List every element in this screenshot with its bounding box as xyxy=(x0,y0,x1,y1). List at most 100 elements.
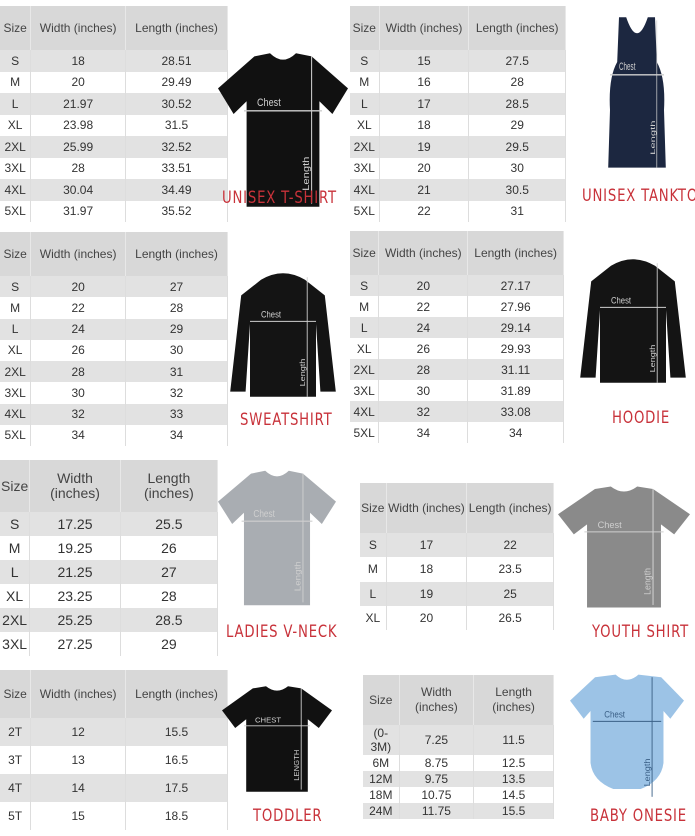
length-cell: 29.14 xyxy=(467,317,564,338)
length-cell: 27.5 xyxy=(468,50,566,72)
width-cell: 17.25 xyxy=(29,512,121,536)
size-cell: L xyxy=(360,581,387,606)
width-cell: 21.25 xyxy=(29,560,121,584)
size-cell: M xyxy=(350,296,380,317)
header-size: Size xyxy=(0,670,32,718)
size-cell: L xyxy=(0,93,32,115)
length-cell: 34.49 xyxy=(125,179,228,201)
table-row: L 24 29.14 xyxy=(350,317,564,338)
size-cell: XL xyxy=(0,584,31,608)
width-cell: 26 xyxy=(378,338,469,359)
width-cell: 19.25 xyxy=(29,536,121,560)
size-cell: XL xyxy=(350,114,380,136)
length-cell: 31 xyxy=(125,361,228,383)
size-cell: 6M xyxy=(363,755,400,771)
table-row: S 20 27 xyxy=(0,276,228,298)
table-row: 3T 13 16.5 xyxy=(0,746,228,774)
table-row: 5T 15 18.5 xyxy=(0,802,228,830)
length-cell: 34 xyxy=(467,422,564,443)
table-row: L 21.97 30.52 xyxy=(0,93,228,115)
table-row: 18M 10.75 14.5 xyxy=(363,787,554,803)
size-cell: L xyxy=(350,317,380,338)
width-cell: 28 xyxy=(30,361,127,383)
length-cell: 26 xyxy=(120,536,219,560)
width-cell: 12 xyxy=(30,718,127,746)
table-row: XL 23.25 28 xyxy=(0,584,219,608)
width-cell: 9.75 xyxy=(399,771,475,787)
width-cell: 22 xyxy=(379,200,470,222)
product-title: TODDLER xyxy=(253,806,323,826)
header-size: Size xyxy=(360,483,387,533)
width-cell: 24 xyxy=(378,317,469,338)
table-header: Size Width (inches) Length (inches) xyxy=(350,6,566,50)
header-size: Size xyxy=(0,6,32,50)
width-cell: 28 xyxy=(30,157,127,179)
width-cell: 34 xyxy=(378,422,469,443)
size-table: Size Width (inches) Length (inches) S 18 28.5… xyxy=(0,6,228,222)
length-cell: 29.93 xyxy=(467,338,564,359)
table-row: 2XL 28 31.11 xyxy=(350,359,564,380)
table-row: S 20 27.17 xyxy=(350,275,564,296)
table-row: M 22 27.96 xyxy=(350,296,564,317)
garment-shape xyxy=(558,486,690,608)
table-row: 2XL 25.99 32.52 xyxy=(0,136,228,158)
size-cell: 5XL xyxy=(0,200,32,222)
table-row: L 19 25 xyxy=(360,581,554,606)
length-cell: 30 xyxy=(125,339,228,361)
width-cell: 32 xyxy=(30,403,127,425)
header-size: Size xyxy=(350,6,380,50)
width-cell: 22 xyxy=(378,296,469,317)
header-length: Length (inches) xyxy=(125,232,228,276)
table-row: 3XL 30 32 xyxy=(0,382,228,404)
table-row: M 16 28 xyxy=(350,71,566,93)
header-size: Size xyxy=(0,460,31,512)
width-cell: 16 xyxy=(379,71,470,93)
length-cell: 34 xyxy=(125,424,228,446)
length-cell: 33 xyxy=(125,403,228,425)
table-row: 3XL 20 30 xyxy=(350,157,566,179)
table-header: Size Width (inches) Length (inches) xyxy=(360,483,554,533)
youth-shirt-garment-image: Chest Length xyxy=(558,486,690,608)
header-width: Width (inches) xyxy=(30,670,127,718)
size-cell: 3XL xyxy=(350,157,380,179)
table-row: 5XL 34 34 xyxy=(350,422,564,443)
table-header: Size Width (inches) Length (inches) xyxy=(0,460,219,512)
product-title: YOUTH SHIRT xyxy=(592,622,690,642)
table-header: Size Width (inches) Length (inches) xyxy=(0,6,228,50)
chest-label: Chest xyxy=(619,60,636,72)
length-cell: 28.5 xyxy=(120,608,219,632)
header-length: Length (inches) xyxy=(466,483,554,533)
size-table: Size Width (inches) Length (inches) S 17.25 2… xyxy=(0,460,219,656)
size-cell: XL xyxy=(0,114,32,136)
size-cell: 4XL xyxy=(0,179,32,201)
width-cell: 20 xyxy=(378,275,469,296)
size-cell: 4XL xyxy=(350,179,380,201)
length-cell: 31 xyxy=(468,200,566,222)
baby-onesie-garment-image: Chest Length xyxy=(570,674,684,797)
width-cell: 15 xyxy=(379,50,470,72)
length-cell: 15.5 xyxy=(125,718,228,746)
size-cell: S xyxy=(0,276,32,298)
length-cell: 12.5 xyxy=(473,755,554,771)
chest-label: Chest xyxy=(261,309,282,320)
length-cell: 31.89 xyxy=(467,380,564,401)
garment-shape xyxy=(608,17,666,168)
width-cell: 20 xyxy=(386,605,468,630)
table-row: L 21.25 27 xyxy=(0,560,219,584)
length-cell: 14.5 xyxy=(473,787,554,803)
length-cell: 31.5 xyxy=(125,114,228,136)
length-cell: 16.5 xyxy=(125,746,228,774)
table-row: 12M 9.75 13.5 xyxy=(363,771,554,787)
length-cell: 22 xyxy=(466,533,554,558)
header-length: Length (inches) xyxy=(473,675,554,725)
length-cell: 30 xyxy=(468,157,566,179)
size-cell: XL xyxy=(360,605,387,630)
length-cell: 35.52 xyxy=(125,200,228,222)
product-title: SWEATSHIRT xyxy=(240,410,333,430)
length-cell: 31.11 xyxy=(467,359,564,380)
product-title: HOODIE xyxy=(612,408,671,428)
size-cell: (0-3M) xyxy=(363,725,400,755)
length-cell: 27.96 xyxy=(467,296,564,317)
chest-label: Chest xyxy=(257,97,281,109)
header-width: Width (inches) xyxy=(386,483,468,533)
